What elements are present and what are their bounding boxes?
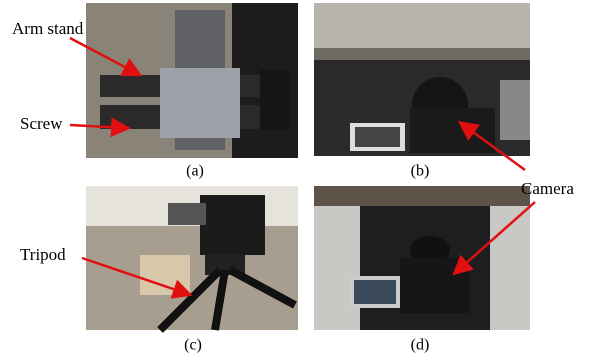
caption: (a) <box>186 163 204 180</box>
caption: (c) <box>184 337 202 354</box>
label-screw: Screw <box>20 114 63 133</box>
figure: Arm stand Screw Tripod Camera (a) (b) (c… <box>0 0 597 357</box>
caption: (d) <box>411 337 430 354</box>
caption: (b) <box>411 163 430 180</box>
photo-d <box>314 186 530 330</box>
photo-b <box>314 3 530 156</box>
label-camera: Camera <box>521 179 574 198</box>
label-arm-stand: Arm stand <box>12 19 84 38</box>
photo-c <box>86 186 298 330</box>
label-tripod: Tripod <box>20 245 66 264</box>
photo-a <box>86 3 298 158</box>
